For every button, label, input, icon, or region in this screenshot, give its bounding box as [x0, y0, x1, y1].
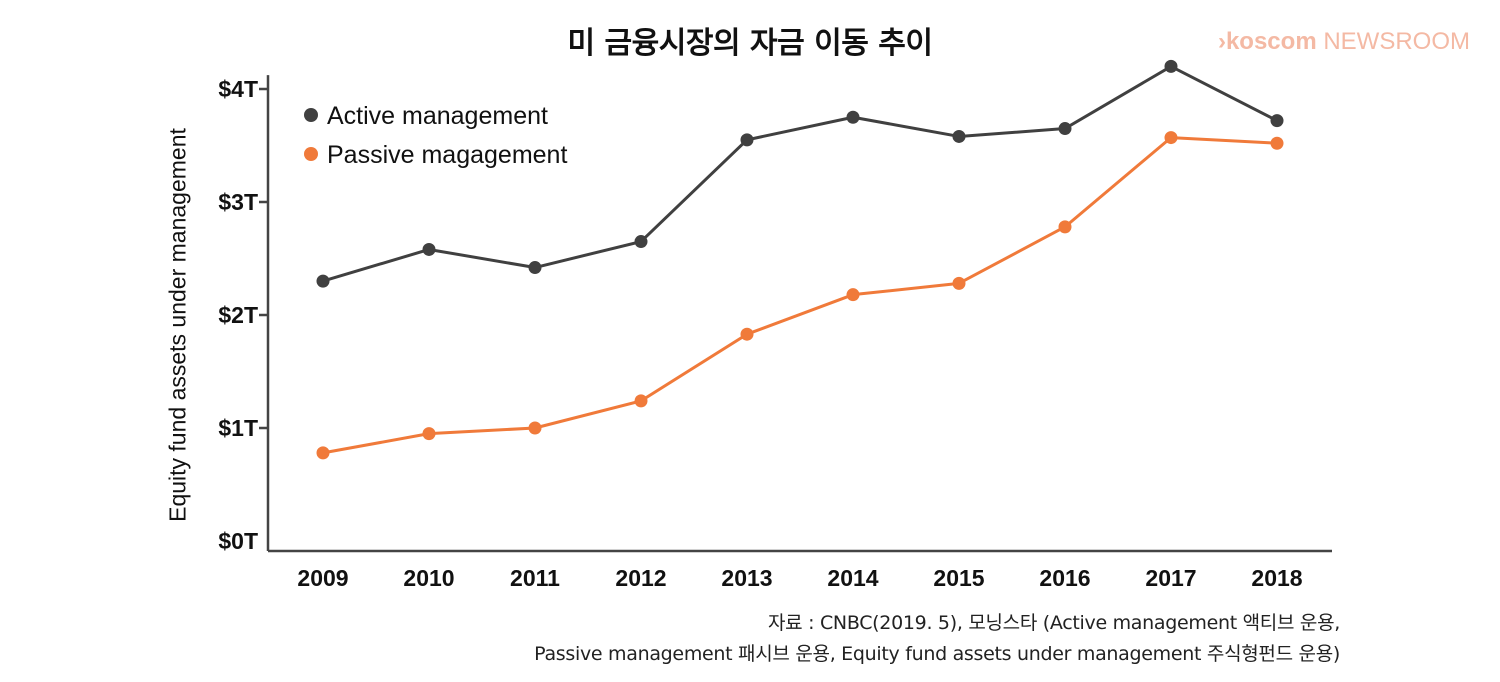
y-tick-label: $4T: [218, 76, 258, 102]
legend-label: Passive magagement: [327, 141, 567, 169]
chart-title: 미 금융시장의 자금 이동 추이: [567, 26, 933, 61]
series-line: [322, 136, 1278, 455]
data-point: [1058, 220, 1072, 234]
axes: [266, 75, 1332, 553]
legend-marker: [304, 147, 318, 161]
data-point: [1058, 122, 1072, 136]
data-point: [422, 427, 436, 441]
brand-arrow: ›: [1217, 28, 1226, 55]
series-line: [322, 64, 1278, 283]
y-tick-label: $0T: [218, 528, 258, 554]
brand-suffix: NEWSROOM: [1323, 28, 1470, 55]
data-point: [316, 274, 330, 288]
y-tick-label: $3T: [218, 189, 258, 215]
series-active: [316, 59, 1284, 288]
source-line-2: Passive management 패시브 운용, Equity fund a…: [534, 643, 1340, 665]
source-line-1: 자료 : CNBC(2019. 5), 모닝스타 (Active managem…: [768, 612, 1340, 634]
x-tick-label: 2014: [827, 565, 878, 591]
x-tick-label: 2012: [615, 565, 666, 591]
brand-name: koscom: [1225, 28, 1317, 55]
data-point: [422, 242, 436, 256]
series-passive: [316, 131, 1284, 460]
x-tick-label: 2013: [721, 565, 772, 591]
series-group: [316, 59, 1284, 460]
y-ticks: $0T $1T $2T $3T $4T: [218, 76, 268, 554]
data-point: [634, 394, 648, 408]
y-tick-label: $2T: [218, 302, 258, 328]
data-point: [528, 261, 542, 275]
legend-marker: [304, 108, 318, 122]
x-tick-label: 2017: [1145, 565, 1196, 591]
x-tick-label: 2015: [933, 565, 984, 591]
koscom-newsroom-logo: ›koscom NEWSROOM: [1218, 28, 1470, 56]
data-point: [1164, 131, 1178, 145]
x-tick-label: 2009: [297, 565, 348, 591]
data-point: [1270, 136, 1284, 150]
data-point: [952, 129, 966, 143]
x-tick-label: 2016: [1039, 565, 1090, 591]
x-tick-label: 2018: [1251, 565, 1302, 591]
y-tick-label: $1T: [218, 415, 258, 441]
data-point: [1270, 114, 1284, 128]
data-point: [1164, 59, 1178, 73]
x-tick-label: 2010: [403, 565, 454, 591]
data-point: [316, 446, 330, 460]
data-point: [740, 327, 754, 341]
data-point: [634, 235, 648, 249]
x-ticks: 2009 2010 2011 2012 2013 2014 2015 2016 2017 2018: [297, 565, 1302, 591]
source-note: 자료 : CNBC(2019. 5), 모닝스타 (Active managem…: [534, 608, 1340, 670]
data-point: [528, 421, 542, 435]
data-point: [740, 133, 754, 147]
data-point: [846, 110, 860, 124]
data-point: [846, 288, 860, 302]
data-point: [952, 276, 966, 290]
legend-label: Active management: [327, 102, 548, 130]
legend: Active management Passive magagement: [304, 102, 567, 169]
x-tick-label: 2011: [510, 565, 560, 591]
